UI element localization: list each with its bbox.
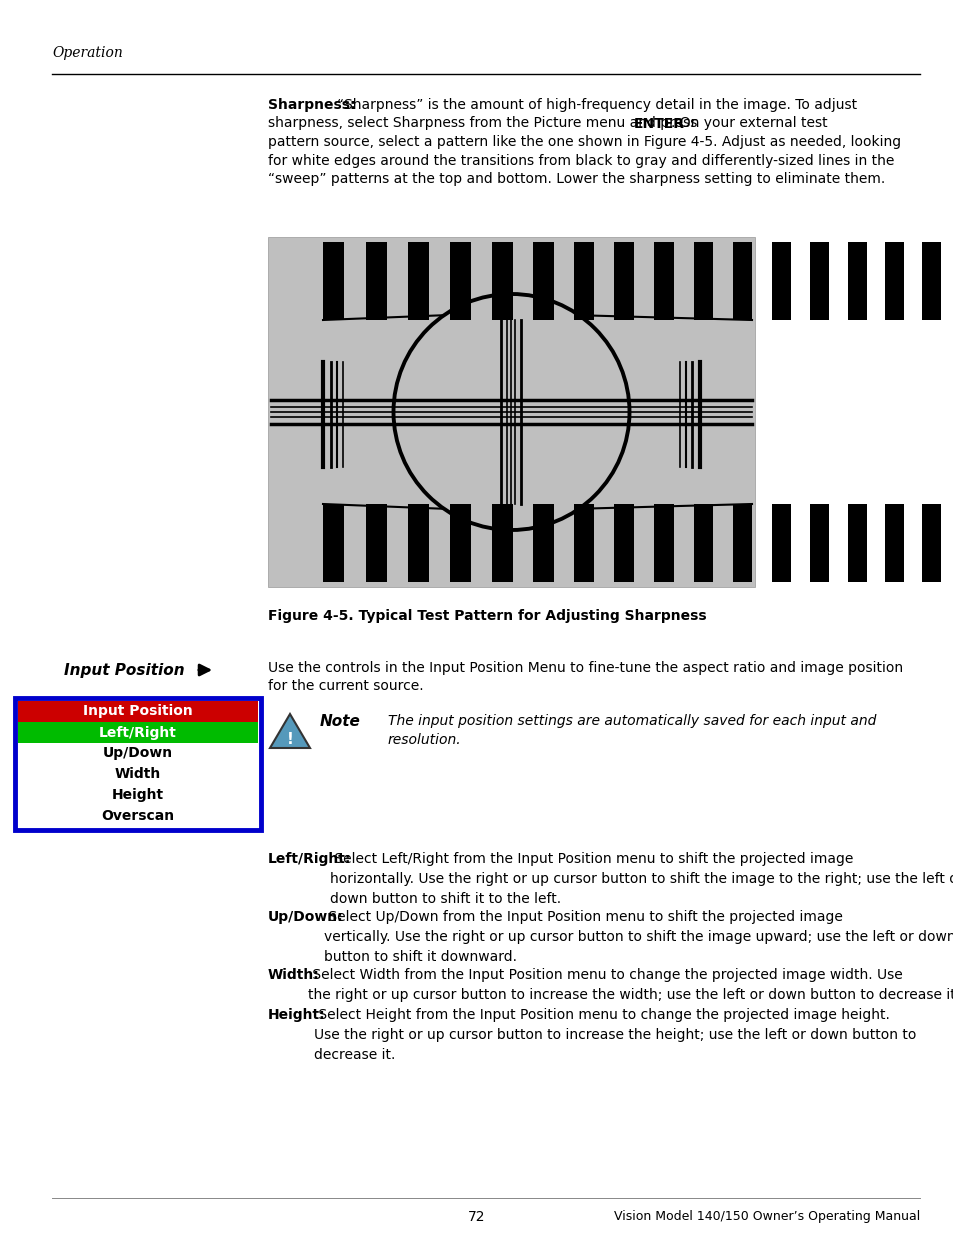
Text: for white edges around the transitions from black to gray and differently-sized : for white edges around the transitions f… — [268, 153, 894, 168]
Bar — [18, 785, 257, 806]
Bar — [18, 722, 257, 743]
Bar — [732, 504, 752, 582]
Text: pattern source, select a pattern like the one shown in Figure 4-5. Adjust as nee: pattern source, select a pattern like th… — [268, 135, 901, 149]
Text: . On your external test: . On your external test — [670, 116, 827, 131]
Bar — [366, 242, 387, 320]
Bar — [922, 242, 940, 320]
Bar — [574, 242, 594, 320]
Bar — [450, 504, 471, 582]
Text: “sweep” patterns at the top and bottom. Lower the sharpness setting to eliminate: “sweep” patterns at the top and bottom. … — [268, 172, 884, 186]
Text: Input Position: Input Position — [83, 704, 193, 719]
Text: Overscan: Overscan — [101, 809, 174, 824]
Text: Sharpness:: Sharpness: — [268, 98, 355, 112]
Text: Note: Note — [319, 714, 360, 729]
Bar — [492, 242, 512, 320]
Polygon shape — [270, 714, 310, 748]
Text: Operation: Operation — [52, 46, 123, 61]
Text: Width: Width — [114, 767, 161, 782]
Bar — [809, 242, 828, 320]
Bar — [654, 242, 674, 320]
Bar — [18, 806, 257, 827]
Bar — [492, 504, 512, 582]
Bar — [450, 242, 471, 320]
Text: Up/Down: Up/Down — [103, 746, 172, 761]
Bar — [693, 504, 713, 582]
Text: sharpness, select Sharpness from the Picture menu and press: sharpness, select Sharpness from the Pic… — [268, 116, 701, 131]
Bar — [18, 701, 257, 722]
Bar — [922, 504, 940, 582]
Bar — [18, 743, 257, 764]
Text: Left/Right:: Left/Right: — [268, 852, 351, 866]
Text: resolution.: resolution. — [388, 732, 461, 746]
Text: Height:: Height: — [268, 1008, 325, 1023]
Bar — [15, 698, 261, 830]
Bar — [884, 504, 902, 582]
Bar — [614, 504, 634, 582]
Text: Select Width from the Input Position menu to change the projected image width. U: Select Width from the Input Position men… — [308, 968, 953, 1002]
Bar — [533, 242, 553, 320]
Bar — [847, 504, 865, 582]
Bar — [614, 242, 634, 320]
Text: !: ! — [286, 731, 294, 746]
Bar — [323, 504, 344, 582]
Bar — [693, 242, 713, 320]
Bar — [654, 504, 674, 582]
Bar — [408, 242, 429, 320]
Bar — [574, 504, 594, 582]
Text: Vision Model 140/150 Owner’s Operating Manual: Vision Model 140/150 Owner’s Operating M… — [613, 1210, 919, 1223]
Text: Use the controls in the Input Position Menu to fine-tune the aspect ratio and im: Use the controls in the Input Position M… — [268, 661, 902, 676]
Text: Width:: Width: — [268, 968, 319, 982]
Text: “Sharpness” is the amount of high-frequency detail in the image. To adjust: “Sharpness” is the amount of high-freque… — [336, 98, 856, 112]
Bar — [884, 242, 902, 320]
Bar — [847, 242, 865, 320]
Text: Select Up/Down from the Input Position menu to shift the projected image
vertica: Select Up/Down from the Input Position m… — [324, 910, 953, 965]
Text: Up/Down:: Up/Down: — [268, 910, 343, 924]
Bar — [533, 504, 553, 582]
Text: Left/Right: Left/Right — [99, 725, 176, 740]
Bar — [268, 237, 754, 587]
Text: Input Position: Input Position — [64, 663, 185, 678]
Bar — [366, 504, 387, 582]
Bar — [771, 242, 790, 320]
Text: Select Height from the Input Position menu to change the projected image height.: Select Height from the Input Position me… — [314, 1008, 916, 1062]
Text: Select Left/Right from the Input Position menu to shift the projected image
hori: Select Left/Right from the Input Positio… — [330, 852, 953, 906]
Text: Height: Height — [112, 788, 164, 803]
Bar — [323, 242, 344, 320]
Bar — [18, 764, 257, 785]
Text: for the current source.: for the current source. — [268, 679, 423, 694]
Bar — [408, 504, 429, 582]
Text: 72: 72 — [468, 1210, 485, 1224]
Bar — [771, 504, 790, 582]
Text: The input position settings are automatically saved for each input and: The input position settings are automati… — [388, 714, 876, 727]
Bar — [732, 242, 752, 320]
Text: ENTER: ENTER — [634, 116, 684, 131]
Text: Figure 4-5. Typical Test Pattern for Adjusting Sharpness: Figure 4-5. Typical Test Pattern for Adj… — [268, 609, 706, 622]
Bar — [809, 504, 828, 582]
